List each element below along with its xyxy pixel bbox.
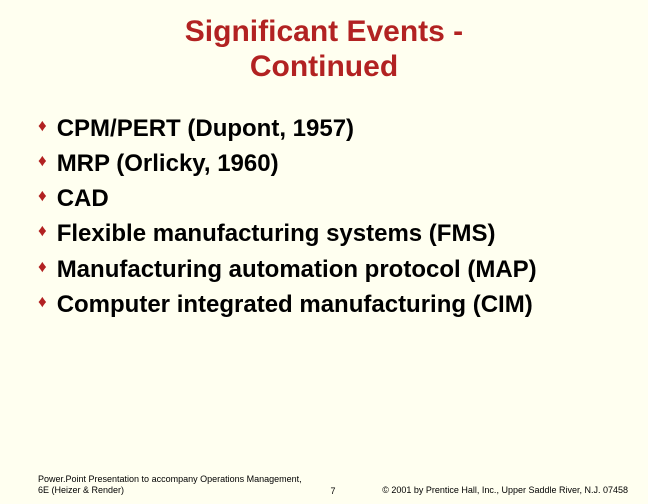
title-line-2: Continued: [0, 49, 648, 84]
bullet-diamond-icon: ♦: [38, 185, 47, 207]
item-text: CAD: [57, 183, 620, 214]
footer-left-text: Power.Point Presentation to accompany Op…: [38, 474, 311, 497]
list-item: ♦ Flexible manufacturing systems (FMS): [38, 218, 620, 249]
item-text: Computer integrated manufacturing (CIM): [57, 289, 620, 320]
list-item: ♦ CAD: [38, 183, 620, 214]
list-item: ♦ Computer integrated manufacturing (CIM…: [38, 289, 620, 320]
list-item: ♦ CPM/PERT (Dupont, 1957): [38, 113, 620, 144]
bullet-diamond-icon: ♦: [38, 150, 47, 172]
bullet-diamond-icon: ♦: [38, 256, 47, 278]
list-item: ♦ MRP (Orlicky, 1960): [38, 148, 620, 179]
list-item: ♦ Manufacturing automation protocol (MAP…: [38, 254, 620, 285]
item-text: MRP (Orlicky, 1960): [57, 148, 620, 179]
item-text: Flexible manufacturing systems (FMS): [57, 218, 620, 249]
item-text: CPM/PERT (Dupont, 1957): [57, 113, 620, 144]
item-text: Manufacturing automation protocol (MAP): [57, 254, 620, 285]
slide-title: Significant Events - Continued: [0, 0, 648, 85]
footer-right-text: © 2001 by Prentice Hall, Inc., Upper Sad…: [356, 485, 629, 496]
slide-footer: Power.Point Presentation to accompany Op…: [0, 474, 648, 497]
slide-number: 7: [311, 486, 356, 496]
title-line-1: Significant Events -: [0, 14, 648, 49]
bullet-diamond-icon: ♦: [38, 220, 47, 242]
slide: Significant Events - Continued ♦ CPM/PER…: [0, 0, 648, 504]
bullet-list: ♦ CPM/PERT (Dupont, 1957) ♦ MRP (Orlicky…: [0, 113, 648, 320]
bullet-diamond-icon: ♦: [38, 291, 47, 313]
bullet-diamond-icon: ♦: [38, 115, 47, 137]
